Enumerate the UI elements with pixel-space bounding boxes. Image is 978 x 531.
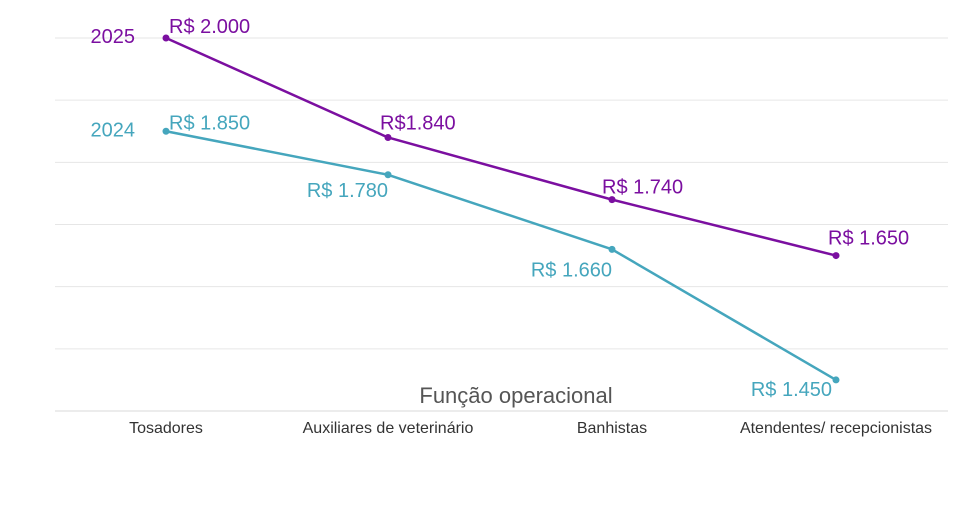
data-point	[162, 127, 170, 135]
data-point	[608, 196, 616, 204]
series-2024: R$ 1.850 R$ 1.780 R$ 1.660 R$ 1.450 2024	[91, 112, 840, 401]
x-tick-label: Atendentes/ recepcionistas	[740, 420, 932, 437]
x-tick-label: Banhistas	[577, 420, 647, 437]
x-tick-label: Tosadores	[129, 420, 203, 437]
series-2025: R$ 2.000 R$1.840 R$ 1.740 R$ 1.650 2025	[91, 16, 909, 260]
data-label: R$1.840	[380, 112, 456, 134]
data-label: R$ 1.450	[751, 379, 832, 401]
data-point	[832, 252, 840, 260]
data-label: R$ 1.650	[828, 228, 909, 250]
grid-lines	[55, 37, 948, 412]
data-point	[832, 376, 840, 384]
data-point	[162, 34, 170, 42]
data-point	[608, 245, 616, 253]
data-label: R$ 1.780	[307, 180, 388, 202]
x-axis-title: Função operacional	[419, 383, 612, 408]
data-point	[384, 171, 392, 179]
series-layer: R$ 2.000 R$1.840 R$ 1.740 R$ 1.650 2025 R$ 1.…	[91, 16, 910, 401]
data-label: R$ 2.000	[169, 16, 250, 38]
series-line	[164, 36, 838, 257]
data-label: R$ 1.740	[602, 177, 683, 199]
series-name-label: 2024	[91, 119, 136, 141]
x-tick-label: Auxiliares de veterinário	[303, 420, 474, 437]
x-tick-labels: Tosadores Auxiliares de veterinário Banhis…	[129, 420, 932, 437]
data-label: R$ 1.660	[531, 259, 612, 281]
series-line	[164, 130, 838, 382]
data-point	[384, 133, 392, 141]
series-name-label: 2025	[91, 26, 136, 48]
data-label: R$ 1.850	[169, 112, 250, 134]
